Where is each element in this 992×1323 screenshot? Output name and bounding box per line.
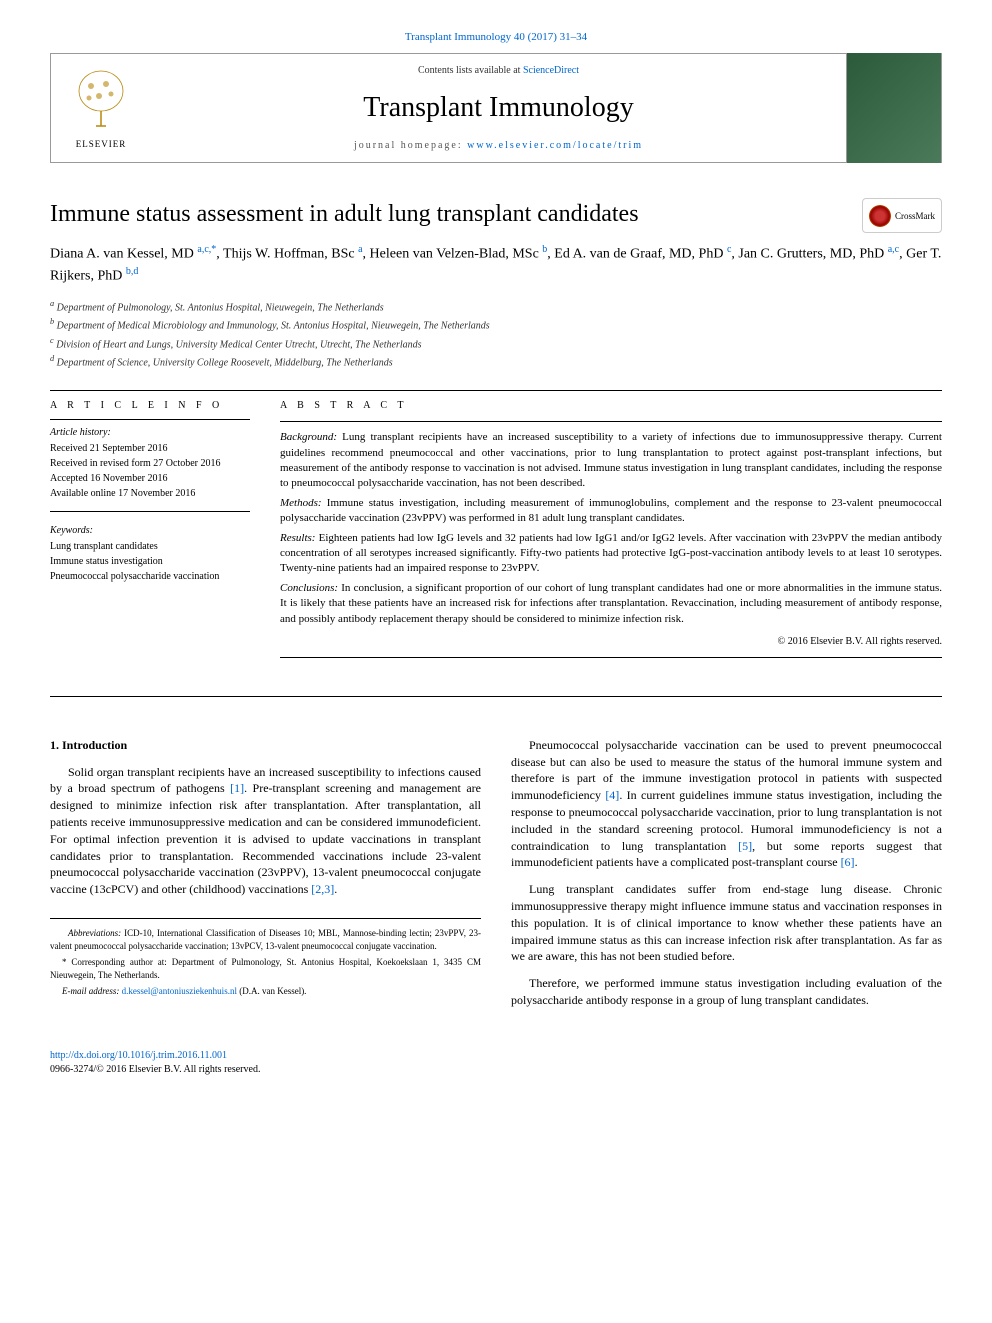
- body-column-right: Pneumococcal polysaccharide vaccination …: [511, 737, 942, 1019]
- homepage-link[interactable]: www.elsevier.com/locate/trim: [467, 140, 643, 151]
- abstract-conclusions: In conclusion, a significant proportion …: [280, 582, 942, 625]
- intro-paragraph-3: Lung transplant candidates suffer from e…: [511, 881, 942, 965]
- footnotes: Abbreviations: ICD-10, International Cla…: [50, 918, 481, 998]
- keyword-item: Pneumococcal polysaccharide vaccination: [50, 570, 250, 584]
- divider: [50, 390, 942, 391]
- header-center: Contents lists available at ScienceDirec…: [151, 64, 846, 153]
- abbrev-label: Abbreviations:: [68, 928, 121, 938]
- crossmark-badge[interactable]: CrossMark: [862, 198, 942, 233]
- affiliation-item: d Department of Science, University Coll…: [50, 353, 942, 370]
- journal-homepage: journal homepage: www.elsevier.com/locat…: [151, 139, 846, 153]
- doi-link[interactable]: http://dx.doi.org/10.1016/j.trim.2016.11…: [50, 1049, 942, 1063]
- article-title: Immune status assessment in adult lung t…: [50, 198, 862, 232]
- sciencedirect-link[interactable]: ScienceDirect: [523, 65, 579, 76]
- corresponding-label: * Corresponding author at:: [62, 957, 167, 967]
- contents-available: Contents lists available at ScienceDirec…: [151, 64, 846, 78]
- abstract-copyright: © 2016 Elsevier B.V. All rights reserved…: [280, 635, 942, 649]
- homepage-prefix: journal homepage:: [354, 140, 467, 151]
- crossmark-icon: [869, 205, 891, 227]
- abstract-heading: A B S T R A C T: [280, 399, 942, 413]
- abstract-conclusions-label: Conclusions:: [280, 582, 338, 594]
- publisher-logo: ELSEVIER: [51, 56, 151, 161]
- history-item: Received in revised form 27 October 2016: [50, 457, 250, 471]
- ref-link-1[interactable]: [1]: [230, 781, 244, 795]
- email-link[interactable]: d.kessel@antoniusziekenhuis.nl: [122, 986, 237, 996]
- ref-link-4[interactable]: [4]: [605, 788, 619, 802]
- issn-copyright: 0966-3274/© 2016 Elsevier B.V. All right…: [50, 1063, 942, 1077]
- history-item: Available online 17 November 2016: [50, 487, 250, 501]
- crossmark-label: CrossMark: [895, 210, 935, 223]
- affiliations: a Department of Pulmonology, St. Antoniu…: [50, 298, 942, 370]
- divider: [50, 696, 942, 697]
- introduction-heading: 1. Introduction: [50, 737, 481, 754]
- journal-cover-thumbnail: [846, 53, 941, 163]
- abstract-background: Lung transplant recipients have an incre…: [280, 431, 942, 489]
- ref-link-2-3[interactable]: [2,3]: [311, 882, 334, 896]
- contents-prefix: Contents lists available at: [418, 65, 523, 76]
- affiliation-item: b Department of Medical Microbiology and…: [50, 316, 942, 333]
- keyword-item: Lung transplant candidates: [50, 540, 250, 554]
- history-label: Article history:: [50, 426, 250, 440]
- page-footer: http://dx.doi.org/10.1016/j.trim.2016.11…: [50, 1049, 942, 1077]
- history-item: Received 21 September 2016: [50, 442, 250, 456]
- body-column-left: 1. Introduction Solid organ transplant r…: [50, 737, 481, 1019]
- email-post: (D.A. van Kessel).: [237, 986, 306, 996]
- intro-paragraph-2: Pneumococcal polysaccharide vaccination …: [511, 737, 942, 871]
- article-info-heading: A R T I C L E I N F O: [50, 399, 250, 413]
- article-info-sidebar: A R T I C L E I N F O Article history: R…: [50, 399, 250, 666]
- abstract-results-label: Results:: [280, 532, 315, 544]
- publisher-name: ELSEVIER: [76, 138, 127, 151]
- abstract-results: Eighteen patients had low IgG levels and…: [280, 532, 942, 575]
- authors-list: Diana A. van Kessel, MD a,c,*, Thijs W. …: [50, 243, 942, 286]
- affiliation-item: c Division of Heart and Lungs, Universit…: [50, 335, 942, 352]
- elsevier-tree-icon: [71, 66, 131, 136]
- email-label: E-mail address:: [62, 986, 122, 996]
- journal-title: Transplant Immunology: [151, 88, 846, 127]
- ref-link-5[interactable]: [5]: [738, 839, 752, 853]
- abstract-methods: Immune status investigation, including m…: [280, 497, 942, 524]
- ref-link-6[interactable]: [6]: [841, 855, 855, 869]
- affiliation-item: a Department of Pulmonology, St. Antoniu…: [50, 298, 942, 315]
- keyword-item: Immune status investigation: [50, 555, 250, 569]
- history-item: Accepted 16 November 2016: [50, 472, 250, 486]
- abstract: A B S T R A C T Background: Lung transpl…: [280, 399, 942, 666]
- keywords-label: Keywords:: [50, 524, 250, 538]
- intro-paragraph-4: Therefore, we performed immune status in…: [511, 975, 942, 1009]
- journal-header: ELSEVIER Contents lists available at Sci…: [50, 53, 942, 163]
- abstract-methods-label: Methods:: [280, 497, 322, 509]
- abstract-background-label: Background:: [280, 431, 337, 443]
- journal-reference: Transplant Immunology 40 (2017) 31–34: [50, 30, 942, 45]
- intro-paragraph-1: Solid organ transplant recipients have a…: [50, 764, 481, 898]
